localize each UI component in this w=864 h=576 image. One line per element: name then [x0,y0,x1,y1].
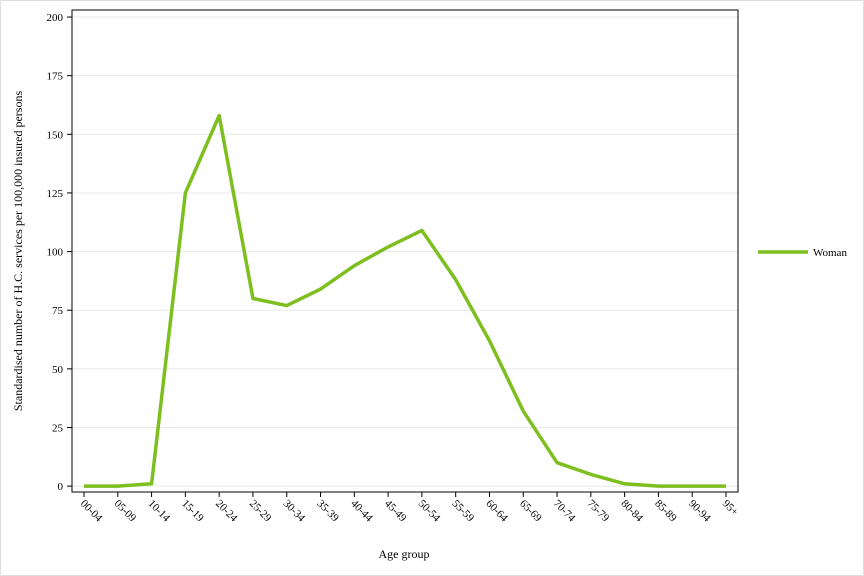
legend-label: Woman [813,247,847,259]
y-tick-label: 125 [47,188,64,200]
x-axis-label: Age group [379,547,430,561]
y-tick-label: 0 [58,481,64,493]
y-axis-label: Standardised number of H.C. services per… [11,91,25,412]
y-tick-label: 75 [52,305,64,317]
data-line [84,113,726,488]
y-tick-label: 175 [47,71,64,83]
y-tick-label: 25 [52,422,64,434]
y-tick-label: 200 [47,12,64,24]
y-tick-label: 150 [47,129,64,141]
plot-frame [71,9,739,493]
y-tick-label: 50 [52,364,64,376]
y-tick-label: 100 [47,247,64,259]
